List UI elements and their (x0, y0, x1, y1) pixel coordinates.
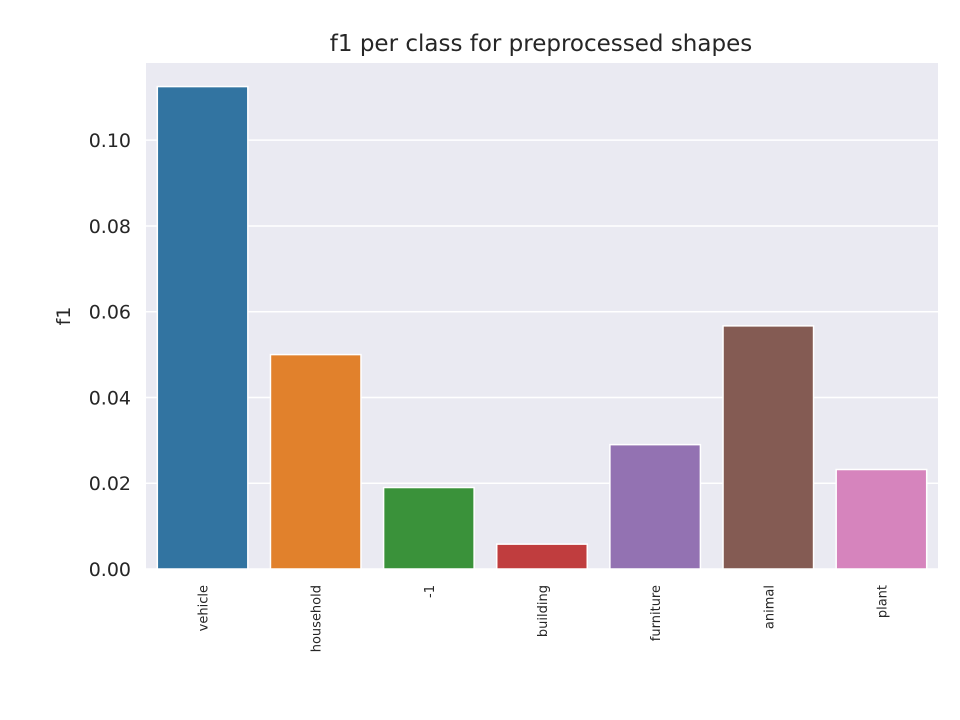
x-tick-label: plant (875, 585, 890, 618)
y-tick-label: 0.00 (89, 559, 131, 581)
plot-area (146, 63, 938, 569)
bar-plant (835, 468, 928, 570)
bars (156, 85, 928, 570)
bar-animal (722, 325, 815, 570)
x-tick-label: building (536, 585, 551, 637)
x-tick-label: animal (762, 585, 777, 629)
x-tick-label: -1 (423, 585, 438, 598)
y-tick-label: 0.08 (89, 216, 131, 238)
bar-building (495, 543, 589, 570)
bar-household (269, 353, 362, 570)
chart-title: f1 per class for preprocessed shapes (330, 31, 752, 57)
y-tick-label: 0.02 (89, 473, 131, 495)
y-tick-label: 0.10 (89, 130, 131, 152)
x-tick-label: furniture (649, 585, 664, 641)
x-tick-label: vehicle (197, 585, 212, 631)
x-tick-labels: vehicle household -1 building furniture anima… (197, 585, 891, 652)
y-tick-labels: 0.00 0.02 0.04 0.06 0.08 0.10 (89, 130, 131, 581)
bar--1 (382, 486, 475, 570)
y-tick-label: 0.04 (89, 387, 131, 409)
bar-vehicle (156, 85, 249, 570)
y-axis-label: f1 (53, 307, 75, 326)
bar-furniture (609, 443, 702, 570)
y-tick-label: 0.06 (89, 302, 131, 324)
x-tick-label: household (310, 585, 325, 652)
